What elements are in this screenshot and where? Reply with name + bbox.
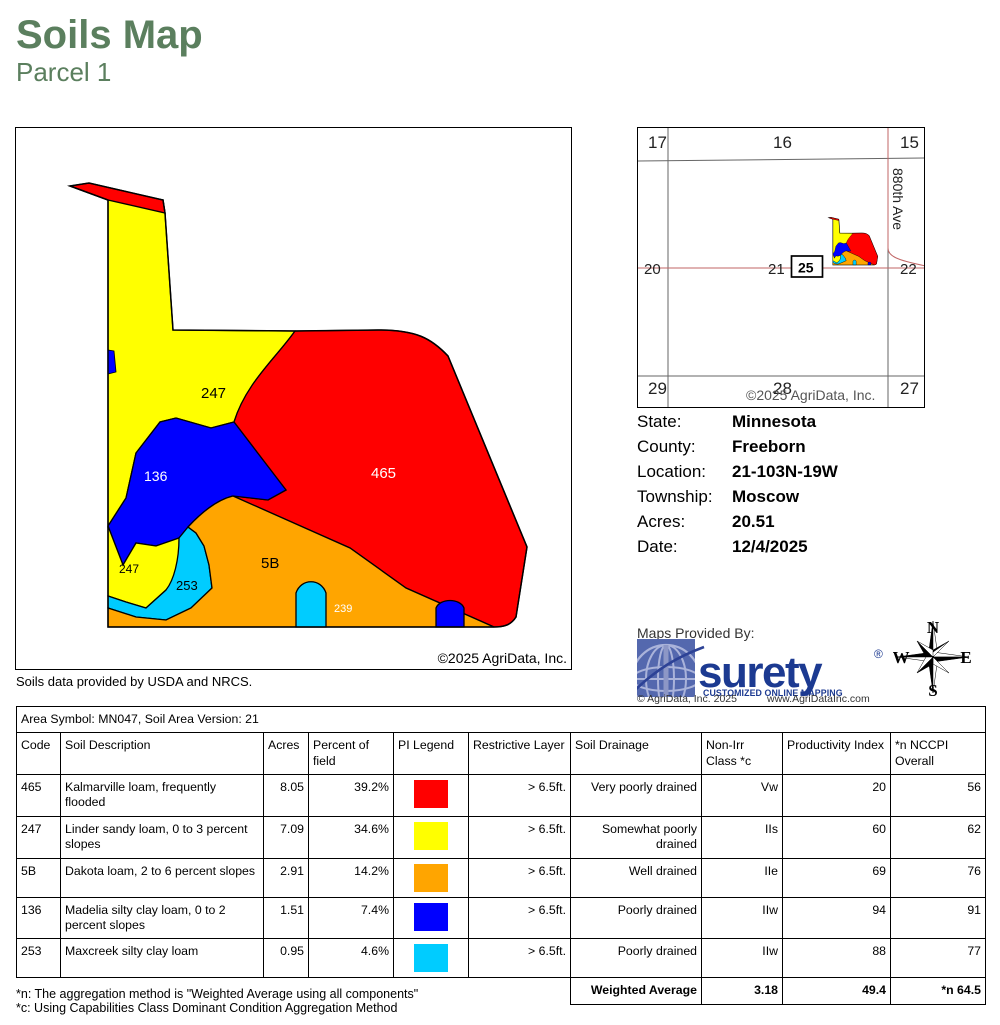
- svg-text:136: 136: [144, 468, 168, 484]
- svg-text:21: 21: [768, 261, 785, 278]
- svg-text:W: W: [893, 648, 910, 667]
- svg-text:E: E: [960, 648, 971, 667]
- svg-text:N: N: [927, 618, 940, 637]
- svg-text:15: 15: [900, 133, 919, 152]
- svg-text:29: 29: [648, 379, 667, 398]
- svg-text:25: 25: [798, 260, 814, 276]
- svg-text:5B: 5B: [261, 555, 279, 572]
- svg-text:17: 17: [648, 133, 667, 152]
- svg-text:239: 239: [334, 603, 352, 615]
- svg-text:16: 16: [773, 133, 792, 152]
- svg-text:880th Ave: 880th Ave: [890, 168, 906, 230]
- svg-text:©2025 AgriData, Inc.: ©2025 AgriData, Inc.: [746, 387, 875, 403]
- svg-text:247: 247: [201, 385, 226, 402]
- svg-text:®: ®: [874, 647, 883, 661]
- svg-text:22: 22: [900, 261, 917, 278]
- svg-text:465: 465: [371, 465, 396, 482]
- svg-text:S: S: [928, 681, 937, 697]
- svg-text:253: 253: [176, 578, 198, 593]
- svg-text:27: 27: [900, 379, 919, 398]
- svg-text:20: 20: [644, 261, 661, 278]
- svg-text:247: 247: [119, 562, 139, 576]
